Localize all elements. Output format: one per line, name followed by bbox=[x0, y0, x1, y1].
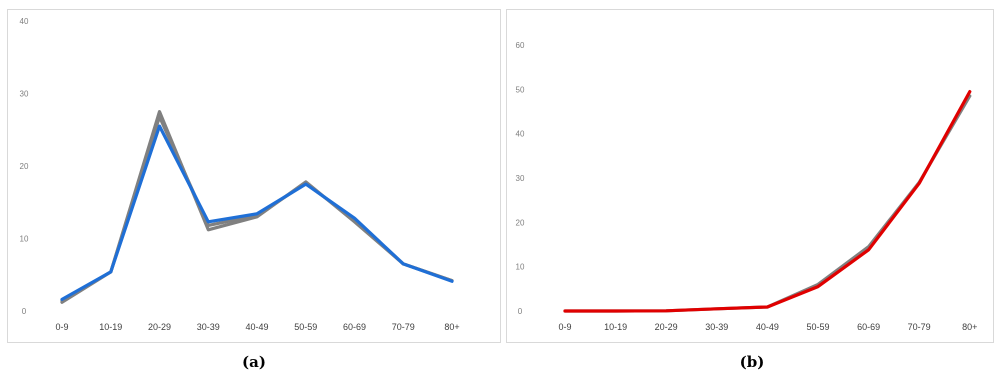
chart-panel-a: 0 10 20 30 40 0-9 10-19 20-29 30-39 40-49 50-59 60-… bbox=[7, 9, 501, 343]
chart-a-xtick-label: 60-69 bbox=[343, 322, 366, 332]
chart-a-ytick-label: 20 bbox=[20, 162, 29, 171]
chart-b-ytick-label: 40 bbox=[516, 130, 525, 139]
chart-b-ytick-label: 30 bbox=[516, 174, 525, 183]
chart-b-xtick-label: 10-19 bbox=[604, 322, 627, 332]
chart-b-ytick-label: 50 bbox=[516, 85, 525, 94]
chart-b-series-2-line bbox=[563, 89, 972, 313]
chart-a-frame bbox=[7, 9, 501, 343]
chart-a-xtick-label: 80+ bbox=[444, 322, 459, 332]
chart-b-ytick-label: 60 bbox=[516, 41, 525, 50]
chart-a-xtick-label: 40-49 bbox=[245, 322, 268, 332]
chart-a-xtick-label: 50-59 bbox=[294, 322, 317, 332]
chart-a-xtick-label: 0-9 bbox=[55, 322, 68, 332]
chart-a-ytick-label: 0 bbox=[22, 307, 27, 316]
chart-b-xtick-label: 40-49 bbox=[756, 322, 779, 332]
chart-a-series-1-line bbox=[60, 109, 454, 304]
chart-b-xtick-label: 0-9 bbox=[558, 322, 571, 332]
chart-b-ytick-label: 10 bbox=[516, 263, 525, 272]
chart-a-xtick-label: 70-79 bbox=[392, 322, 415, 332]
chart-b-ytick-label: 20 bbox=[516, 218, 525, 227]
caption-a: (a) bbox=[242, 353, 266, 371]
chart-b-xtick-label: 50-59 bbox=[806, 322, 829, 332]
chart-b-series-1-line bbox=[563, 94, 972, 313]
chart-a-xtick-label: 30-39 bbox=[197, 322, 220, 332]
chart-a-ytick-label: 40 bbox=[20, 17, 29, 26]
chart-a-xtick-label: 10-19 bbox=[99, 322, 122, 332]
chart-a-series-2-line bbox=[60, 115, 454, 303]
chart-b-xtick-label: 30-39 bbox=[705, 322, 728, 332]
chart-b-xtick-label: 20-29 bbox=[655, 322, 678, 332]
caption-b: (b) bbox=[739, 353, 765, 371]
chart-panel-b: 0 10 20 30 40 50 60 0-9 10-19 20-29 30-39 40-49 50-5… bbox=[506, 9, 994, 343]
chart-a-ytick-label: 10 bbox=[20, 235, 29, 244]
chart-b-xtick-label: 60-69 bbox=[857, 322, 880, 332]
chart-b-xtick-label: 70-79 bbox=[908, 322, 931, 332]
chart-a-ytick-label: 30 bbox=[20, 90, 29, 99]
chart-b-xtick-label: 80+ bbox=[962, 322, 977, 332]
chart-b-ytick-label: 0 bbox=[518, 307, 523, 316]
chart-a-series-3-line bbox=[60, 124, 454, 301]
chart-b-frame bbox=[506, 9, 994, 343]
chart-a-xtick-label: 20-29 bbox=[148, 322, 171, 332]
